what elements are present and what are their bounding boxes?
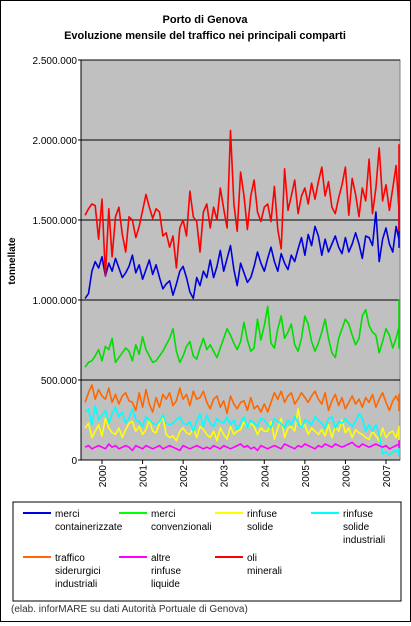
y-tick-label: 2.000.000 bbox=[33, 136, 78, 147]
x-tick-label: 2000 bbox=[98, 465, 109, 488]
legend-label: altre bbox=[151, 553, 171, 564]
legend-label: oli bbox=[247, 553, 257, 564]
series-line bbox=[84, 203, 400, 300]
y-tick-label: 500.000 bbox=[41, 376, 78, 387]
legend-label: solide bbox=[247, 522, 274, 533]
legend-label: siderurgici bbox=[55, 566, 101, 577]
legend-label: convenzionali bbox=[151, 522, 212, 533]
plot-area bbox=[80, 59, 401, 461]
x-tick-label: 2006 bbox=[341, 465, 352, 488]
x-axis-ticks: 2000 2001 2002 2003 2004 2005 2006 2007 bbox=[98, 460, 393, 487]
legend-label: traffico bbox=[55, 553, 85, 564]
y-axis-label: tonnellate bbox=[7, 237, 18, 285]
series-line bbox=[84, 299, 400, 368]
legend-label: rinfuse bbox=[343, 509, 373, 520]
footnote: (elab. inforMARE su dati Autorità Portua… bbox=[11, 604, 248, 615]
gridlines bbox=[80, 59, 400, 461]
y-axis-ticks: 0 500.000 1.000.000 1.500.000 2.000.000 2.500… bbox=[33, 56, 81, 467]
x-tick-label: 2002 bbox=[179, 465, 190, 488]
legend-label: minerali bbox=[247, 566, 282, 577]
series-line bbox=[84, 404, 400, 457]
x-tick-label: 2007 bbox=[382, 465, 393, 488]
legend-label: industriali bbox=[343, 535, 385, 546]
legend-box bbox=[12, 501, 402, 602]
legend-label: liquide bbox=[151, 579, 180, 590]
legend: merci containerizzate merci convenzionali ri… bbox=[23, 509, 385, 590]
y-tick-label: 1.000.000 bbox=[33, 296, 78, 307]
legend-label: rinfuse bbox=[151, 566, 181, 577]
x-tick-label: 2001 bbox=[139, 465, 150, 488]
legend-label: industriali bbox=[55, 579, 97, 590]
legend-label: solide bbox=[343, 522, 370, 533]
legend-label: merci bbox=[55, 509, 79, 520]
chart-subtitle: Evoluzione mensile del traffico nei prin… bbox=[64, 30, 346, 42]
y-tick-label: 1.500.000 bbox=[33, 216, 78, 227]
series-line bbox=[84, 383, 400, 415]
series-line bbox=[84, 129, 400, 277]
legend-label: rinfuse bbox=[247, 509, 277, 520]
y-tick-label: 2.500.000 bbox=[33, 56, 78, 67]
series-line bbox=[84, 439, 400, 452]
legend-label: merci bbox=[151, 509, 175, 520]
x-tick-label: 2005 bbox=[301, 465, 312, 488]
legend-label: containerizzate bbox=[55, 522, 123, 533]
chart-title: Porto di Genova bbox=[163, 14, 249, 26]
series-lines bbox=[84, 129, 400, 457]
y-tick-label: 0 bbox=[71, 456, 77, 467]
x-tick-label: 2003 bbox=[220, 465, 231, 488]
x-tick-label: 2004 bbox=[260, 465, 271, 488]
